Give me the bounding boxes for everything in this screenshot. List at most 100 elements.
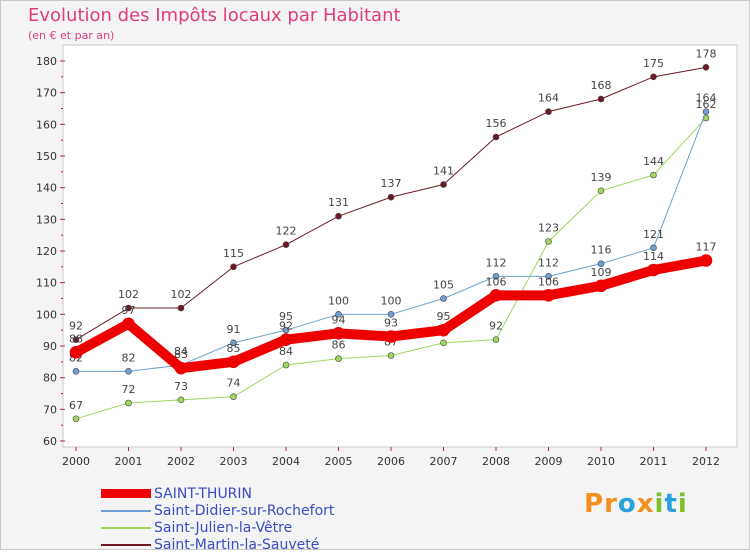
x-tick-label: 2007 <box>430 455 458 468</box>
data-point <box>279 333 293 346</box>
data-point <box>492 273 500 280</box>
x-tick-label: 2008 <box>482 455 510 468</box>
data-label: 175 <box>643 57 664 70</box>
data-label: 100 <box>381 294 402 307</box>
data-point <box>594 279 608 293</box>
data-point <box>387 352 395 359</box>
legend-item-saint-martin: Saint-Martin-la-Sauveté <box>101 536 334 553</box>
data-point <box>72 368 80 375</box>
logo-letter: o <box>617 489 637 519</box>
data-label: 93 <box>384 317 398 330</box>
x-tick-label: 2005 <box>325 455 353 468</box>
data-point <box>545 238 552 245</box>
data-label: 74 <box>227 377 241 390</box>
x-tick-label: 2010 <box>587 455 615 468</box>
data-label: 94 <box>332 313 346 326</box>
data-point <box>545 108 552 115</box>
data-label: 106 <box>486 275 507 288</box>
data-label: 123 <box>538 222 559 235</box>
y-tick-label: 160 <box>36 118 57 131</box>
data-point <box>440 295 447 302</box>
data-point <box>650 73 657 81</box>
data-label: 84 <box>174 345 188 358</box>
data-label: 139 <box>591 171 612 184</box>
line-chart: 60 70 80 90 100 110 120 130 140 150 160 170 180 2000 2… <box>36 44 738 468</box>
data-point <box>545 273 552 280</box>
y-tick-label: 170 <box>36 87 57 100</box>
y-tick-label: 110 <box>36 277 57 290</box>
data-label: 95 <box>279 310 293 323</box>
x-tick-label: 2006 <box>377 455 405 468</box>
data-label: 131 <box>328 196 349 209</box>
y-tick-label: 80 <box>43 372 57 385</box>
legend-label: Saint-Didier-sur-Rochefort <box>154 502 335 519</box>
y-tick-label: 100 <box>36 308 57 321</box>
y-tick-label: 90 <box>43 340 57 353</box>
data-point <box>492 133 500 141</box>
data-label: 112 <box>538 256 559 269</box>
data-point <box>125 368 132 375</box>
y-tick-label: 130 <box>36 213 57 226</box>
data-point <box>437 323 450 337</box>
data-point <box>702 108 710 115</box>
data-label: 85 <box>227 342 241 355</box>
data-label: 164 <box>696 92 717 105</box>
data-point <box>542 289 555 302</box>
data-point <box>440 339 447 347</box>
data-label: 162 <box>696 98 717 111</box>
data-label: 144 <box>643 155 664 168</box>
chart-title: Evolution des Impôts locaux par Habitant <box>28 5 401 26</box>
x-tick-label: 2004 <box>272 455 300 468</box>
data-label: 156 <box>486 117 507 130</box>
data-label: 100 <box>328 294 349 307</box>
data-point <box>387 193 395 201</box>
data-point <box>650 171 657 179</box>
y-tick-label: 60 <box>43 435 57 448</box>
x-tick-label: 2001 <box>115 455 143 468</box>
data-label: 86 <box>332 339 346 352</box>
y-tick-label: 120 <box>36 245 57 258</box>
data-label: 82 <box>122 351 136 364</box>
data-label: 72 <box>122 383 136 396</box>
legend-swatch <box>101 526 151 529</box>
data-point <box>122 317 135 331</box>
data-label: 95 <box>437 310 451 323</box>
chart-subtitle: (en € et par an) <box>28 29 115 42</box>
legend-label: Saint-Julien-la-Vêtre <box>154 519 293 536</box>
data-point <box>650 244 657 252</box>
data-label: 137 <box>381 177 402 190</box>
data-point <box>125 399 132 407</box>
data-point <box>335 355 342 362</box>
data-point <box>699 254 713 267</box>
data-point <box>177 304 185 312</box>
legend-label: SAINT-THURIN <box>154 485 253 502</box>
data-label: 92 <box>489 320 503 333</box>
data-point <box>387 311 395 318</box>
logo-letter: x <box>636 489 655 519</box>
x-tick-label: 2000 <box>62 455 90 468</box>
legend-item-saint-julien: Saint-Julien-la-Vêtre <box>101 519 334 536</box>
data-label: 73 <box>174 380 188 393</box>
data-label: 92 <box>279 320 293 333</box>
data-label: 112 <box>486 256 507 269</box>
y-tick-label: 70 <box>43 403 57 416</box>
y-tick-label: 180 <box>36 55 57 68</box>
logo-letter: P <box>584 489 605 519</box>
data-point <box>282 241 290 248</box>
legend-swatch <box>101 489 151 498</box>
data-label: 106 <box>538 275 559 288</box>
data-label: 91 <box>227 323 241 336</box>
data-point <box>125 304 132 312</box>
data-label: 84 <box>279 345 293 358</box>
data-point <box>335 212 342 220</box>
legend-label: Saint-Martin-la-Sauveté <box>154 536 320 553</box>
data-label: 105 <box>433 279 454 292</box>
legend-item-saint-thurin: SAINT-THURIN <box>101 485 334 502</box>
data-label: 114 <box>643 250 664 263</box>
x-tick-label: 2009 <box>535 455 563 468</box>
data-point <box>489 289 503 302</box>
x-tick-label: 2002 <box>167 455 195 468</box>
x-tick-label: 2003 <box>220 455 248 468</box>
data-point <box>230 393 237 400</box>
